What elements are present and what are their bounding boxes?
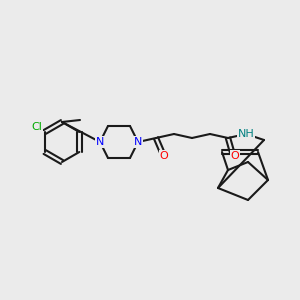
Text: O: O [160,151,168,161]
Text: Cl: Cl [31,122,42,132]
Text: NH: NH [238,129,254,139]
Text: O: O [231,151,239,161]
Text: N: N [134,137,142,147]
Text: N: N [96,137,104,147]
